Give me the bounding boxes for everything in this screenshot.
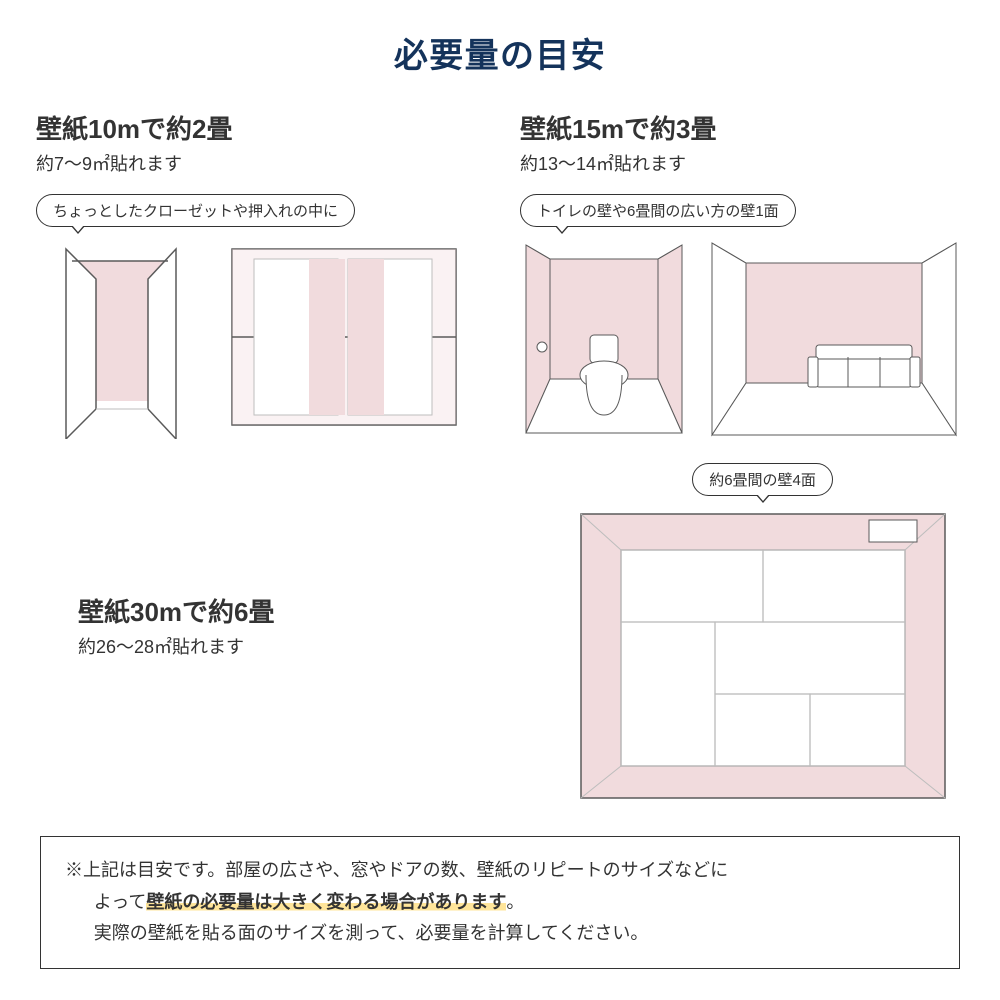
option-c-sub: 約26～28㎡貼れます: [78, 633, 521, 659]
footer-line3-text: 実際の壁紙を貼る面のサイズを測って、必要量を計算してください。: [94, 923, 649, 943]
option-a-illus: [36, 239, 480, 439]
footer-line2-pre: よって: [94, 892, 147, 912]
option-a: 壁紙10mで約2畳 約7～9㎡貼れます ちょっとしたクローゼットや押入れの中に: [36, 109, 480, 439]
option-a-bubble: ちょっとしたクローゼットや押入れの中に: [36, 194, 355, 227]
option-c-bubble: 約6畳間の壁4面: [692, 463, 833, 496]
option-b-illus: [520, 239, 964, 439]
footer-line-2: よって壁紙の必要量は大きく変わる場合があります。: [65, 887, 935, 919]
footer-line1-text: ※上記は目安です。部屋の広さや、窓やドアの数、壁紙のリピートのサイズなどに: [65, 860, 728, 880]
page-title: 必要量の目安: [36, 28, 964, 77]
infographic-page: 必要量の目安 壁紙10mで約2畳 約7～9㎡貼れます ちょっとしたクローゼットや…: [0, 0, 1000, 969]
footer-highlight: 壁紙の必要量は大きく変わる場合があります: [146, 892, 506, 912]
toilet-room-icon: [520, 239, 688, 439]
closet-icon: [36, 239, 206, 439]
option-b-sub: 約13～14㎡貼れます: [520, 150, 964, 176]
top-row: 壁紙10mで約2畳 約7～9㎡貼れます ちょっとしたクローゼットや押入れの中に: [36, 109, 964, 439]
option-b-heading: 壁紙15mで約3畳: [520, 109, 964, 146]
option-c-illus: 約6畳間の壁4面: [561, 463, 964, 806]
option-b: 壁紙15mで約3畳 約13～14㎡貼れます トイレの壁や6畳間の広い方の壁1面: [520, 109, 964, 439]
option-a-sub: 約7～9㎡貼れます: [36, 150, 480, 176]
footer-line-1: ※上記は目安です。部屋の広さや、窓やドアの数、壁紙のリピートのサイズなどに: [65, 855, 935, 887]
oshiire-icon: [224, 239, 464, 439]
option-c-heading: 壁紙30mで約6畳: [78, 592, 521, 629]
footer-line-3: 実際の壁紙を貼る面のサイズを測って、必要量を計算してください。: [65, 918, 935, 950]
option-c-row: 壁紙30mで約6畳 約26～28㎡貼れます 約6畳間の壁4面: [36, 463, 964, 806]
option-a-heading: 壁紙10mで約2畳: [36, 109, 480, 146]
footer-note: ※上記は目安です。部屋の広さや、窓やドアの数、壁紙のリピートのサイズなどに よっ…: [40, 836, 960, 969]
living-one-wall-icon: [706, 239, 962, 439]
six-jo-room-icon: [573, 506, 953, 806]
option-b-bubble: トイレの壁や6畳間の広い方の壁1面: [520, 194, 796, 227]
option-c-text: 壁紙30mで約6畳 約26～28㎡貼れます: [36, 592, 521, 677]
footer-line2-post: 。: [506, 892, 524, 912]
